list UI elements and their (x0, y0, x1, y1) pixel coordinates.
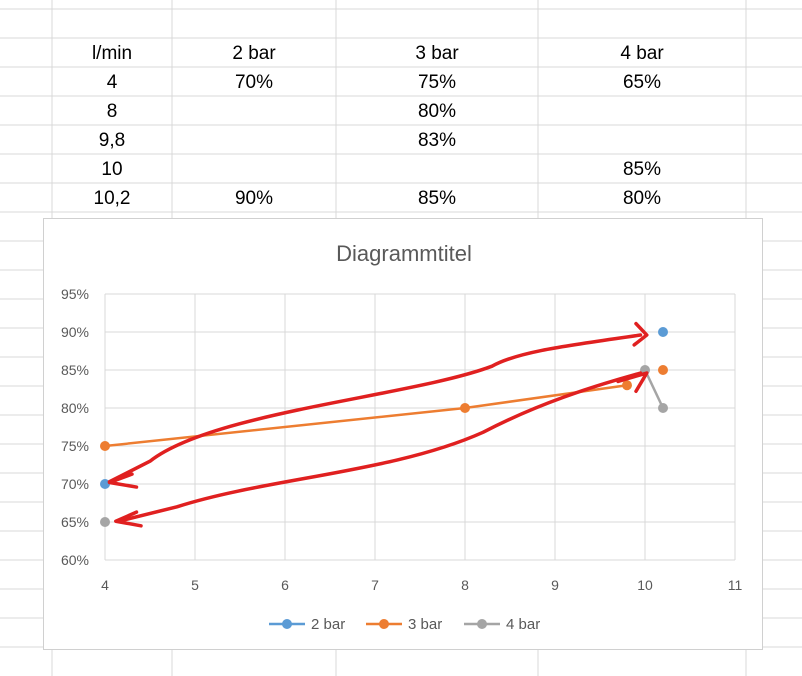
legend-marker-2-bar (282, 619, 292, 629)
arrowhead-upper-right (632, 321, 649, 347)
table-cell[interactable] (172, 97, 336, 126)
table-header-cell[interactable]: 3 bar (415, 43, 459, 64)
y-tick-label: 65% (61, 514, 89, 530)
table-cell[interactable] (172, 155, 336, 184)
table-header-cell[interactable]: 2 bar (232, 43, 276, 64)
data-point-2-bar[interactable] (100, 479, 110, 489)
table-cell[interactable]: 85% (417, 188, 457, 209)
x-tick-label: 11 (728, 577, 743, 593)
y-tick-label: 95% (61, 286, 89, 302)
y-tick-label: 85% (61, 362, 89, 378)
legend-label: 3 bar (408, 616, 442, 633)
x-tick-label: 5 (191, 577, 199, 593)
arrowhead-upper-left (107, 472, 139, 489)
data-point-3-bar[interactable] (658, 365, 668, 375)
table-cell[interactable]: 4 (106, 72, 118, 93)
table-header-cell[interactable]: l/min (91, 43, 133, 64)
scatter-chart: Diagrammtitel 60% 65% 70% 75% 80% 85% 90% 95% 4 5 6… (61, 241, 743, 633)
red-freehand-arrow-lower (116, 371, 643, 523)
x-tick-label: 6 (281, 577, 289, 593)
y-tick-label: 80% (61, 400, 89, 416)
red-freehand-arrow-upper (107, 333, 643, 484)
x-tick-label: 7 (371, 577, 379, 593)
x-tick-label: 10 (637, 577, 653, 593)
data-point-2-bar[interactable] (658, 327, 668, 337)
x-tick-label: 8 (461, 577, 469, 593)
chart-container[interactable]: Diagrammtitel 60% 65% 70% 75% 80% 85% 90% 95% 4 5 6… (43, 218, 763, 650)
table-cell[interactable]: 80% (417, 101, 457, 122)
table-cell[interactable]: 85% (622, 159, 662, 180)
y-tick-label: 70% (61, 476, 89, 492)
table-cell[interactable] (336, 155, 538, 184)
table-cell[interactable]: 90% (234, 188, 274, 209)
arrowhead-lower-left (114, 510, 143, 528)
table-cell[interactable]: 10 (101, 159, 123, 180)
table-cell[interactable]: 9,8 (98, 130, 126, 151)
legend-label: 4 bar (506, 616, 540, 633)
arrowhead-lower-right (616, 371, 649, 394)
table-cell[interactable] (538, 97, 746, 126)
chart-title: Diagrammtitel (336, 241, 472, 266)
table-cell[interactable] (538, 126, 746, 155)
y-tick-label: 60% (61, 552, 89, 568)
table-cell[interactable]: 75% (417, 72, 457, 93)
x-tick-label: 9 (551, 577, 559, 593)
data-point-3-bar[interactable] (460, 403, 470, 413)
data-point-4-bar[interactable] (100, 517, 110, 527)
series-line-4-bar (643, 369, 665, 409)
legend-marker-4-bar (477, 619, 487, 629)
series-line-3-bar (104, 383, 628, 448)
table-cell[interactable]: 65% (622, 72, 662, 93)
y-tick-label: 90% (61, 324, 89, 340)
table-cell[interactable]: 10,2 (93, 188, 131, 209)
table-cell[interactable]: 70% (234, 72, 274, 93)
legend-marker-3-bar (379, 619, 389, 629)
data-point-3-bar[interactable] (622, 380, 632, 391)
table-cell[interactable]: 8 (106, 101, 118, 122)
data-point-4-bar[interactable] (658, 403, 668, 413)
x-tick-label: 4 (101, 577, 109, 593)
table-cell[interactable]: 80% (622, 188, 662, 209)
table-cell[interactable] (172, 126, 336, 155)
y-tick-label: 75% (61, 438, 89, 454)
data-point-3-bar[interactable] (100, 441, 110, 451)
table-header-cell[interactable]: 4 bar (620, 43, 664, 64)
legend-label: 2 bar (311, 616, 345, 633)
table-cell[interactable]: 83% (417, 130, 457, 151)
